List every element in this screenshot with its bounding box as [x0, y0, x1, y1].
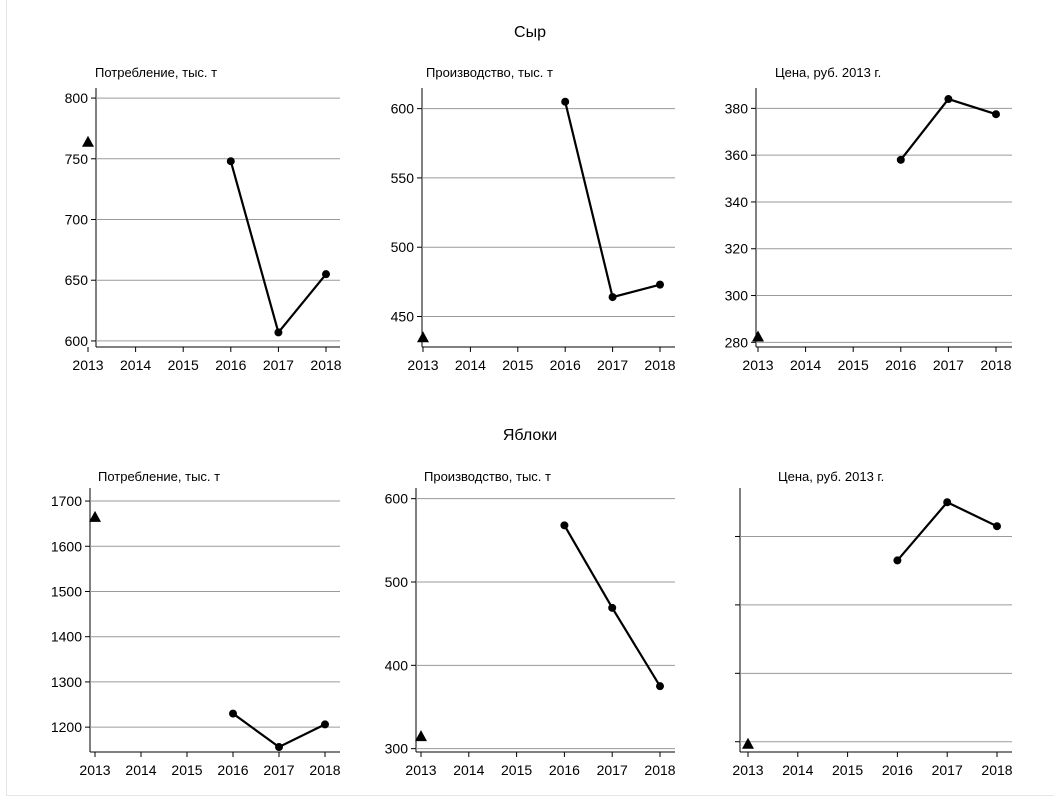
x-tick-label: 2018: [981, 762, 1012, 778]
x-tick-label: 2018: [310, 357, 341, 373]
data-point: [893, 556, 902, 565]
data-point: [608, 293, 617, 302]
x-tick-label: 2015: [832, 762, 863, 778]
y-tick-label: 550: [391, 170, 415, 186]
panel-title: Потребление, тыс. т: [95, 65, 217, 80]
y-tick-label: 500: [391, 239, 415, 255]
x-tick-label: 2015: [171, 762, 202, 778]
x-tick-label: 2018: [309, 762, 340, 778]
x-tick-label: 2017: [597, 357, 628, 373]
data-point: [656, 682, 664, 691]
y-tick-label: 700: [65, 212, 89, 228]
x-tick-label: 2017: [263, 762, 294, 778]
data-point: [943, 498, 952, 507]
x-tick-label: 2014: [453, 762, 484, 778]
y-tick-label: 750: [65, 151, 89, 167]
y-tick-label: 300: [725, 288, 749, 304]
data-point: [321, 720, 329, 729]
x-tick-label: 2014: [120, 357, 151, 373]
x-tick-label: 2017: [933, 357, 964, 373]
x-tick-label: 2017: [932, 762, 963, 778]
triangle-marker: [417, 331, 429, 343]
y-tick-label: 380: [725, 100, 749, 116]
x-tick-label: 2013: [79, 762, 110, 778]
y-tick-label: 1600: [51, 538, 82, 554]
x-tick-label: 2015: [501, 762, 532, 778]
series-line: [232, 712, 326, 749]
x-tick-label: 2014: [782, 762, 813, 778]
x-tick-label: 2014: [125, 762, 156, 778]
y-tick-label: 1500: [51, 583, 82, 599]
series-line: [229, 160, 327, 335]
x-tick-label: 2016: [549, 762, 580, 778]
y-tick-label: 1700: [51, 493, 82, 509]
y-tick-label: 360: [725, 147, 749, 163]
panel-title: Цена, руб. 2013 г.: [775, 65, 881, 80]
y-tick-label: 800: [65, 90, 89, 106]
y-tick-label: 300: [385, 741, 409, 757]
data-point: [656, 280, 664, 289]
data-point: [275, 743, 283, 752]
x-tick-label: 2014: [790, 357, 821, 373]
y-tick-label: 280: [725, 334, 749, 350]
x-tick-label: 2016: [215, 357, 246, 373]
data-point: [322, 270, 330, 279]
x-tick-label: 2018: [644, 762, 675, 778]
x-tick-label: 2013: [72, 357, 103, 373]
x-tick-label: 2013: [732, 762, 763, 778]
panel-title: Производство, тыс. т: [426, 65, 553, 80]
panel-title: Производство, тыс. т: [424, 469, 551, 484]
data-point: [229, 709, 237, 718]
data-point: [226, 157, 235, 166]
data-point: [944, 95, 953, 104]
y-tick-label: 340: [725, 194, 749, 210]
x-tick-label: 2017: [597, 762, 628, 778]
x-tick-label: 2016: [217, 762, 248, 778]
y-tick-label: 650: [65, 272, 89, 288]
x-tick-label: 2015: [838, 357, 869, 373]
series-line: [564, 101, 661, 299]
y-tick-label: 1400: [51, 629, 82, 645]
data-point: [274, 328, 283, 337]
x-tick-label: 2018: [980, 357, 1011, 373]
x-tick-label: 2018: [644, 357, 675, 373]
y-tick-label: 320: [725, 241, 749, 257]
x-tick-label: 2016: [550, 357, 581, 373]
data-point: [561, 97, 570, 106]
panel-title: Цена, руб. 2013 г.: [778, 469, 884, 484]
data-point: [993, 522, 1001, 531]
group-title-cheese: Сыр: [514, 24, 546, 41]
group-title-apples: Яблоки: [502, 427, 558, 444]
y-tick-label: 400: [385, 657, 409, 673]
y-tick-label: 600: [65, 333, 89, 349]
triangle-marker: [89, 510, 101, 522]
x-tick-label: 2015: [502, 357, 533, 373]
triangle-marker: [82, 135, 94, 147]
triangle-marker: [415, 730, 427, 742]
data-point: [560, 521, 569, 530]
x-tick-label: 2014: [455, 357, 486, 373]
x-tick-label: 2013: [407, 357, 438, 373]
figure-frame: [6, 0, 1054, 796]
panel-title: Потребление, тыс. т: [98, 469, 220, 484]
data-point: [608, 603, 617, 612]
series-line: [896, 500, 998, 562]
y-tick-label: 1300: [51, 674, 82, 690]
y-tick-label: 600: [385, 491, 409, 507]
x-tick-label: 2013: [742, 357, 773, 373]
x-tick-label: 2016: [882, 762, 913, 778]
triangle-marker: [742, 737, 754, 749]
data-point: [896, 155, 905, 164]
y-tick-label: 500: [385, 574, 409, 590]
y-tick-label: 1200: [51, 719, 82, 735]
x-tick-label: 2015: [168, 357, 199, 373]
y-tick-label: 450: [391, 309, 415, 325]
data-point: [992, 110, 1000, 119]
x-tick-label: 2013: [405, 762, 436, 778]
x-tick-label: 2017: [263, 357, 294, 373]
x-tick-label: 2016: [885, 357, 916, 373]
triangle-marker: [752, 330, 764, 342]
y-tick-label: 600: [391, 101, 415, 117]
